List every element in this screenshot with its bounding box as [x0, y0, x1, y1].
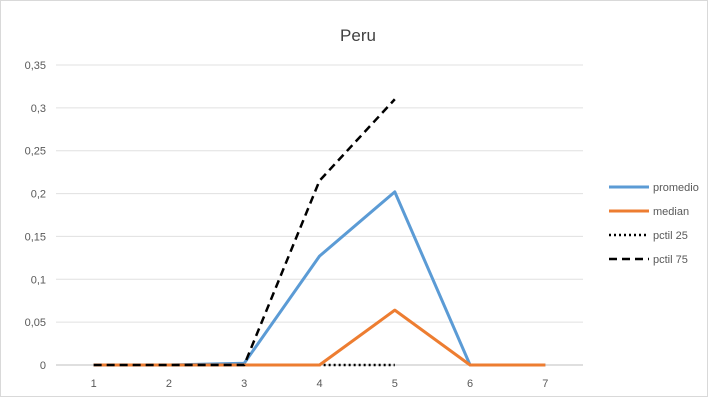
y-tick-label: 0,35: [25, 60, 46, 72]
y-tick-label: 0,1: [31, 274, 46, 286]
series-line-promedio: [93, 190, 546, 367]
y-tick-label: 0,3: [31, 103, 46, 115]
series-line-median: [93, 308, 546, 367]
chart-title: Peru: [340, 26, 376, 45]
gridlines: [56, 64, 583, 366]
legend-label: pctil 25: [653, 230, 688, 242]
y-tick-label: 0,05: [25, 317, 46, 329]
legend-label: median: [653, 206, 689, 218]
x-tick-label: 7: [542, 378, 548, 390]
x-tick-label: 3: [241, 378, 247, 390]
y-tick-label: 0: [40, 360, 46, 372]
x-axis-ticks: 1 2 3 4 5 6 7: [91, 378, 549, 390]
legend-label: pctil 75: [653, 254, 688, 266]
y-tick-label: 0,25: [25, 146, 46, 158]
y-axis-ticks: 0 0,05 0,1 0,15 0,2 0,25 0,3 0,35: [25, 60, 46, 372]
legend-label: promedio: [653, 182, 699, 194]
y-tick-label: 0,2: [31, 189, 46, 201]
x-tick-label: 1: [91, 378, 97, 390]
series-lines: [93, 98, 546, 367]
series-line-pctil-75: [93, 98, 396, 367]
x-tick-label: 2: [166, 378, 172, 390]
legend: promedio median pctil 25 pctil 75: [609, 182, 699, 266]
x-tick-label: 6: [467, 378, 473, 390]
x-tick-label: 4: [316, 378, 322, 390]
y-tick-label: 0,15: [25, 231, 46, 243]
x-tick-label: 5: [392, 378, 398, 390]
